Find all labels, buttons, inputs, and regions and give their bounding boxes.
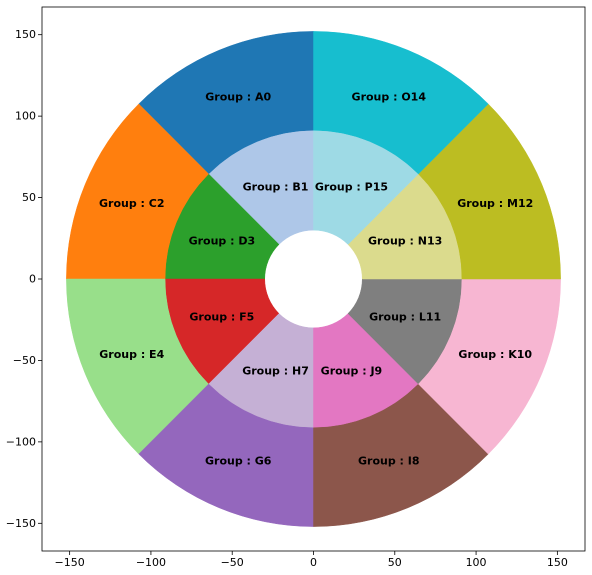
slice-label-group-p15: Group : P15 <box>315 181 388 194</box>
x-tick-label: 150 <box>547 556 568 569</box>
slice-label-group-n13: Group : N13 <box>368 234 442 247</box>
slice-label-group-j9: Group : J9 <box>321 364 383 377</box>
slice-label-group-m12: Group : M12 <box>457 197 533 210</box>
x-tick-label: 100 <box>466 556 487 569</box>
x-tick-label: −50 <box>221 556 244 569</box>
y-tick-label: 0 <box>29 273 36 286</box>
slice-label-group-a0: Group : A0 <box>205 90 271 103</box>
slice-label-group-l11: Group : L11 <box>369 311 441 324</box>
slice-label-group-i8: Group : I8 <box>358 455 420 468</box>
x-tick-label: 0 <box>310 556 317 569</box>
x-tick-label: −100 <box>136 556 166 569</box>
slice-group-j9 <box>313 313 419 428</box>
slice-group-l11 <box>347 278 462 385</box>
slice-group-n13 <box>347 173 462 280</box>
slice-label-group-d3: Group : D3 <box>189 234 256 247</box>
slice-group-h7 <box>208 313 314 428</box>
slice-label-group-h7: Group : H7 <box>242 364 309 377</box>
y-tick-label: 50 <box>22 191 36 204</box>
x-tick-label: 50 <box>388 556 402 569</box>
slice-label-group-c2: Group : C2 <box>99 197 165 210</box>
slices-layer <box>66 31 561 527</box>
x-tick-label: −150 <box>55 556 85 569</box>
slice-label-group-k10: Group : K10 <box>458 348 532 361</box>
y-axis: −150 −100 −50 0 50 100 150 <box>6 28 42 530</box>
slice-group-d3 <box>165 173 280 280</box>
y-tick-label: 150 <box>15 28 36 41</box>
y-tick-label: 100 <box>15 110 36 123</box>
y-tick-label: −50 <box>13 354 36 367</box>
slice-labels-layer: Group : A0 Group : C2 Group : E4 Group : G6… <box>99 90 533 467</box>
slice-group-b1 <box>208 130 314 245</box>
slice-group-p15 <box>313 130 419 245</box>
y-tick-label: −100 <box>6 435 36 448</box>
slice-label-group-e4: Group : E4 <box>99 348 164 361</box>
slice-group-f5 <box>165 278 280 385</box>
slice-label-group-o14: Group : O14 <box>352 90 427 103</box>
x-axis: −150 −100 −50 0 50 100 150 <box>55 551 568 569</box>
slice-label-group-g6: Group : G6 <box>205 455 272 468</box>
y-tick-label: −150 <box>6 517 36 530</box>
slice-label-group-f5: Group : F5 <box>189 311 254 324</box>
slice-label-group-b1: Group : B1 <box>243 181 309 194</box>
